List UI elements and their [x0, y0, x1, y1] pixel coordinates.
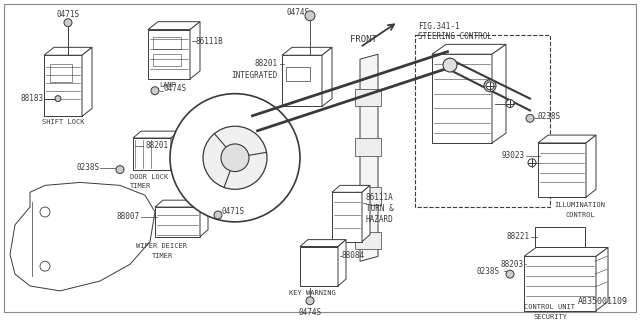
Polygon shape — [360, 54, 378, 261]
Text: 88183: 88183 — [21, 94, 44, 103]
Text: 88201: 88201 — [255, 59, 278, 68]
Polygon shape — [596, 247, 608, 311]
Text: 0471S: 0471S — [56, 10, 79, 19]
Polygon shape — [492, 44, 506, 143]
Bar — [415, 35, 550, 207]
Polygon shape — [432, 44, 506, 54]
Circle shape — [526, 114, 534, 122]
Polygon shape — [338, 240, 346, 286]
Polygon shape — [362, 185, 370, 242]
Text: 0238S: 0238S — [477, 267, 500, 276]
Text: CONTROL: CONTROL — [565, 212, 595, 218]
Text: HAZARD: HAZARD — [366, 215, 394, 224]
Polygon shape — [586, 135, 596, 197]
Polygon shape — [538, 135, 596, 143]
Bar — [524, 256, 596, 311]
Bar — [332, 192, 362, 242]
Text: 86111B: 86111B — [195, 37, 223, 46]
Text: 0474S: 0474S — [298, 308, 321, 317]
Circle shape — [506, 270, 514, 278]
Polygon shape — [148, 22, 200, 29]
Bar — [50, 64, 72, 82]
Text: 93023: 93023 — [502, 151, 525, 160]
Text: WIPER DEICER: WIPER DEICER — [136, 243, 188, 249]
Text: DOOR LOCK: DOOR LOCK — [130, 173, 168, 180]
Text: LAMP: LAMP — [159, 82, 177, 88]
Bar — [153, 54, 181, 66]
Bar — [286, 67, 310, 81]
Text: STEERING CONTROL: STEERING CONTROL — [418, 32, 492, 41]
Text: KEY WARNING: KEY WARNING — [289, 290, 335, 296]
Bar — [432, 54, 492, 143]
Text: 88201: 88201 — [145, 141, 168, 150]
Circle shape — [306, 297, 314, 305]
Polygon shape — [190, 22, 200, 79]
Polygon shape — [10, 182, 155, 291]
Circle shape — [221, 144, 249, 172]
Polygon shape — [155, 200, 208, 207]
Polygon shape — [44, 47, 92, 55]
Circle shape — [214, 211, 222, 219]
Bar — [44, 55, 82, 116]
Bar — [355, 89, 381, 107]
Bar — [155, 207, 200, 237]
Circle shape — [40, 261, 50, 271]
Text: 0471S: 0471S — [222, 207, 245, 216]
Bar — [300, 246, 338, 286]
Circle shape — [64, 19, 72, 27]
Bar — [153, 37, 181, 49]
Circle shape — [506, 100, 514, 108]
Text: SHIFT LOCK: SHIFT LOCK — [42, 119, 84, 125]
Text: 0238S: 0238S — [538, 112, 561, 121]
Polygon shape — [82, 47, 92, 116]
Text: FIG.341-1: FIG.341-1 — [418, 22, 460, 31]
Bar — [148, 29, 190, 79]
Bar — [133, 138, 171, 170]
Circle shape — [305, 11, 315, 21]
Text: 0238S: 0238S — [77, 163, 100, 172]
Bar — [282, 55, 322, 107]
Text: TIMER: TIMER — [130, 183, 151, 189]
Polygon shape — [133, 131, 179, 138]
Text: FRONT: FRONT — [350, 35, 377, 44]
Circle shape — [528, 159, 536, 167]
Text: 88007: 88007 — [117, 212, 140, 221]
Polygon shape — [332, 185, 370, 192]
Circle shape — [55, 96, 61, 101]
Text: ILLUMINATION: ILLUMINATION — [554, 202, 605, 208]
Bar — [535, 227, 585, 246]
Text: 0474S: 0474S — [163, 84, 186, 93]
Text: CONTROL UNIT: CONTROL UNIT — [525, 304, 575, 310]
Text: 88203: 88203 — [501, 260, 524, 269]
Text: 86111A: 86111A — [366, 193, 394, 202]
Polygon shape — [282, 47, 332, 55]
Polygon shape — [200, 200, 208, 237]
Circle shape — [486, 82, 494, 90]
Text: INTEGRATED: INTEGRATED — [232, 71, 278, 80]
Bar — [538, 143, 586, 197]
Text: 0474S: 0474S — [287, 8, 310, 17]
Text: SECURITY: SECURITY — [533, 314, 567, 320]
Bar — [355, 187, 381, 205]
Circle shape — [40, 207, 50, 217]
Bar — [355, 232, 381, 250]
Polygon shape — [171, 131, 179, 170]
Circle shape — [203, 126, 267, 189]
Text: TURN &: TURN & — [366, 204, 394, 213]
Bar — [355, 138, 381, 156]
Text: 88221: 88221 — [507, 232, 530, 241]
Circle shape — [151, 87, 159, 95]
Circle shape — [170, 94, 300, 222]
Circle shape — [443, 58, 457, 72]
Polygon shape — [300, 240, 346, 246]
Circle shape — [116, 166, 124, 173]
Text: A835001109: A835001109 — [578, 297, 628, 306]
Text: TIMER: TIMER — [152, 253, 173, 260]
Polygon shape — [524, 247, 608, 256]
Text: 88084: 88084 — [342, 252, 365, 260]
Circle shape — [484, 80, 496, 92]
Polygon shape — [322, 47, 332, 107]
